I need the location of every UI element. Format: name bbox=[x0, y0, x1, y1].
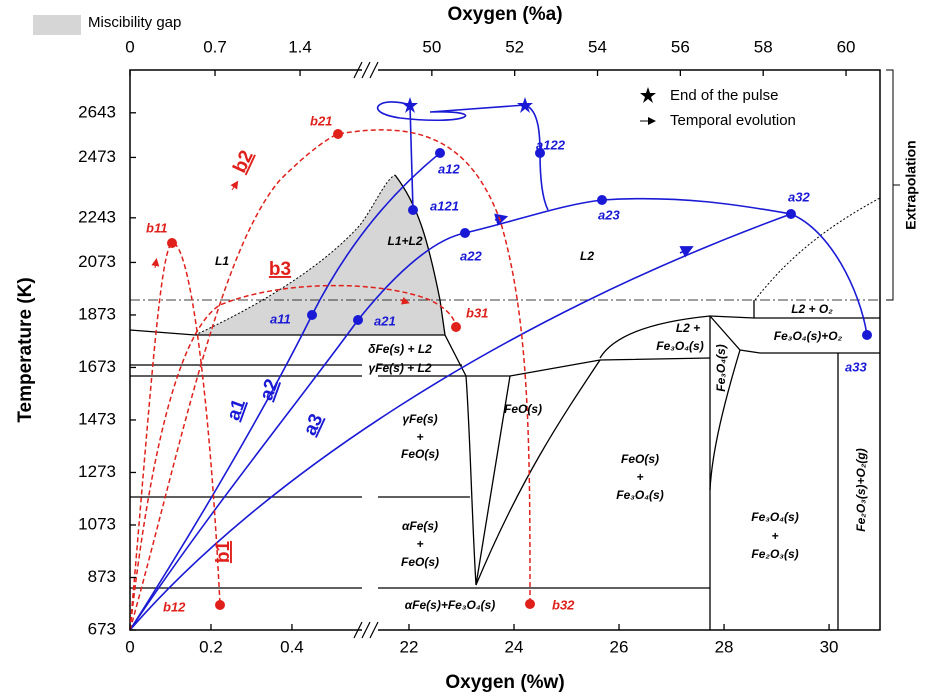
region-label: + bbox=[636, 470, 643, 484]
y-tick-label: 2073 bbox=[78, 252, 116, 271]
legend-gap: Miscibility gap bbox=[88, 14, 181, 31]
point-label: b21 bbox=[310, 113, 332, 128]
y-tick-label: 2243 bbox=[78, 207, 116, 226]
region-label: L2 bbox=[580, 249, 594, 263]
x-tick-label: 54 bbox=[588, 37, 607, 56]
point-label: b11 bbox=[146, 220, 167, 235]
gap-boundary bbox=[194, 174, 396, 336]
region-label: L2 + bbox=[676, 321, 700, 335]
curve-label: b1 bbox=[213, 540, 234, 563]
x-tick-label: 56 bbox=[671, 37, 690, 56]
point-label: b32 bbox=[552, 597, 575, 612]
point-label: a121 bbox=[430, 198, 459, 213]
x-tick-label: 1.4 bbox=[288, 37, 312, 56]
region-label: δFe(s) + L2 bbox=[368, 342, 432, 356]
legend-arrow-text: Temporal evolution bbox=[670, 112, 796, 129]
y-tick-label: 1873 bbox=[78, 304, 116, 323]
point-label: a33 bbox=[845, 359, 867, 374]
curve-label: b3 bbox=[269, 259, 291, 280]
region-label: Fe₃O₄(s) bbox=[714, 344, 728, 391]
region-label: Fe₂O₃(s)+O₂(g) bbox=[854, 448, 868, 531]
y-tick-label: 1673 bbox=[78, 357, 116, 376]
axes-frame bbox=[129, 61, 881, 639]
region-label: L2 + O₂ bbox=[791, 302, 833, 316]
point-label: a11 bbox=[270, 311, 291, 326]
y-tick-label: 1073 bbox=[78, 514, 116, 533]
curve-label: b2 bbox=[229, 147, 257, 176]
x-tick-label: 22 bbox=[400, 637, 419, 656]
region-label: + bbox=[771, 529, 778, 543]
x-tick-label: 58 bbox=[754, 37, 773, 56]
point-label: a32 bbox=[788, 189, 810, 204]
region-label: Fe₃O₄(s) bbox=[616, 488, 663, 502]
x-tick-label: 0.4 bbox=[280, 637, 304, 656]
x-tick-label: 60 bbox=[837, 37, 856, 56]
bracket bbox=[886, 69, 900, 301]
region-labels: L1 L1+L2 L2 δFe(s) + L2 γFe(s) + L2 γFe(… bbox=[215, 234, 868, 612]
region-label: γFe(s) + L2 bbox=[368, 361, 431, 375]
y-tick-label: 1473 bbox=[78, 409, 116, 428]
curve-label: a3 bbox=[300, 411, 328, 439]
region-label: + bbox=[416, 430, 423, 444]
region-label: Fe₃O₄(s) bbox=[751, 510, 798, 524]
y-tick-label: 873 bbox=[88, 567, 116, 586]
x-tick-label: 28 bbox=[715, 637, 734, 656]
legend-star bbox=[640, 87, 656, 103]
x-tick-label: 0.2 bbox=[199, 637, 223, 656]
region-label: FeO(s) bbox=[621, 452, 659, 466]
point-label: b31 bbox=[466, 305, 488, 320]
y-tick-label: 673 bbox=[88, 619, 116, 638]
o2-boundary bbox=[754, 197, 881, 301]
point-label: b12 bbox=[163, 599, 186, 614]
gap-swatch bbox=[33, 15, 81, 35]
x-tick-label: 0 bbox=[125, 37, 134, 56]
region-label: γFe(s) bbox=[402, 412, 437, 426]
point-label: a21 bbox=[374, 313, 396, 328]
red-points bbox=[167, 129, 535, 610]
phase-lines bbox=[129, 174, 880, 630]
x-tick-label: 24 bbox=[505, 637, 524, 656]
x-tick-label: 0 bbox=[125, 637, 134, 656]
x-tick-label: 30 bbox=[820, 637, 839, 656]
x-tick-label: 50 bbox=[422, 37, 441, 56]
region-label: L1 bbox=[215, 254, 229, 268]
curve-label: a2 bbox=[256, 376, 283, 403]
y-axis-title: Temperature (K) bbox=[15, 277, 36, 422]
x-axis-title: Oxygen (%w) bbox=[445, 672, 564, 693]
region-label: Fe₃O₄(s)+O₂ bbox=[774, 329, 843, 343]
trajectories bbox=[129, 101, 868, 631]
region-label: L1+L2 bbox=[387, 234, 422, 248]
region-label: + bbox=[416, 537, 423, 551]
point-label: a122 bbox=[536, 137, 566, 152]
y-tick-label: 2473 bbox=[78, 147, 116, 166]
miscibility-gap bbox=[195, 175, 445, 335]
point-label: a22 bbox=[460, 248, 482, 263]
region-label: Fe₃O₄(s) bbox=[656, 339, 703, 353]
pulse-end bbox=[402, 97, 533, 113]
curve-label: a1 bbox=[223, 396, 250, 423]
region-label: FeO(s) bbox=[504, 402, 542, 416]
region-label: αFe(s) bbox=[402, 519, 438, 533]
point-label: a23 bbox=[598, 207, 620, 222]
region-label: αFe(s)+Fe₃O₄(s) bbox=[405, 598, 496, 612]
region-label: FeO(s) bbox=[401, 447, 439, 461]
x-tick-label: 52 bbox=[505, 37, 524, 56]
legend-star-text: End of the pulse bbox=[670, 87, 778, 104]
region-label: FeO(s) bbox=[401, 555, 439, 569]
x-tick-label: 26 bbox=[610, 637, 629, 656]
y-tick-label: 1273 bbox=[78, 462, 116, 481]
x-tick-label: 0.7 bbox=[203, 37, 227, 56]
x2-axis-title: Oxygen (%a) bbox=[447, 4, 562, 25]
region-label: Fe₂O₃(s) bbox=[751, 547, 798, 561]
point-label: a12 bbox=[438, 161, 460, 176]
y-tick-label: 2643 bbox=[78, 102, 116, 121]
blue-points bbox=[307, 148, 872, 340]
extrapolation-label: Extrapolation bbox=[903, 140, 919, 229]
